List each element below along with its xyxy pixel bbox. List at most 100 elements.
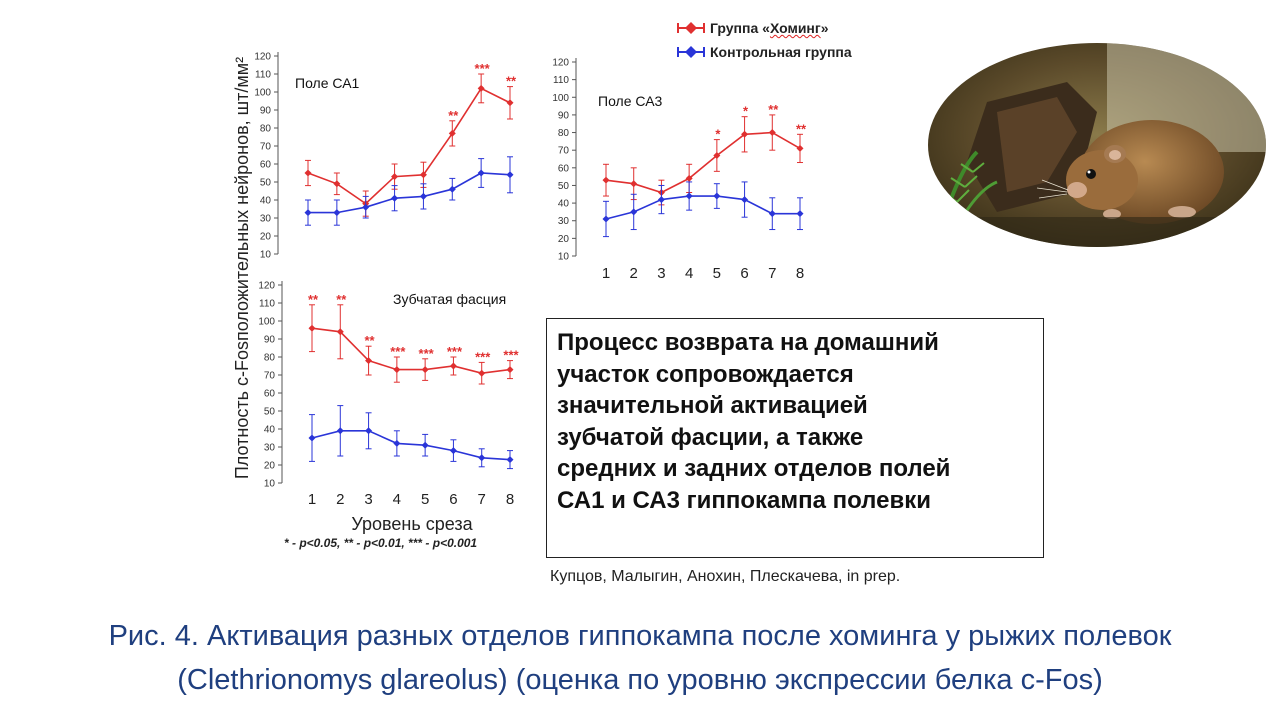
y-tick-label: 120 xyxy=(552,58,569,69)
data-point-control xyxy=(421,441,429,449)
data-point-control xyxy=(304,209,312,217)
y-tick-label: 80 xyxy=(558,128,570,139)
significance-marker: *** xyxy=(475,61,491,76)
y-tick-label: 30 xyxy=(260,214,272,225)
series-line-homing xyxy=(311,327,511,375)
significance-marker: ** xyxy=(796,121,807,136)
y-tick-label: 110 xyxy=(255,70,271,81)
data-point-control xyxy=(308,434,316,442)
significance-marker: ** xyxy=(365,333,376,348)
data-point-homing xyxy=(478,369,486,377)
data-point-homing xyxy=(630,180,638,188)
y-tick-label: 30 xyxy=(558,216,570,227)
significance-marker: ** xyxy=(768,102,779,117)
data-point-control xyxy=(449,447,457,455)
x-tick-label: 6 xyxy=(740,265,748,282)
data-point-control xyxy=(506,171,514,179)
data-point-homing xyxy=(393,366,401,374)
data-point-control xyxy=(685,192,693,200)
y-tick-label: 10 xyxy=(260,250,272,261)
data-point-homing xyxy=(506,366,514,374)
data-point-control xyxy=(333,209,341,217)
data-point-homing xyxy=(419,171,427,179)
x-tick-label: 3 xyxy=(364,491,372,508)
y-tick-label: 30 xyxy=(264,443,276,454)
data-point-homing xyxy=(448,129,456,137)
y-tick-label: 50 xyxy=(558,181,570,192)
series-line-control xyxy=(605,195,800,220)
y-tick-label: 20 xyxy=(558,234,570,245)
data-point-homing xyxy=(477,84,485,92)
x-tick-label: 4 xyxy=(393,491,401,508)
data-point-control xyxy=(477,169,485,177)
legend: Группа «Хоминг» Контрольная группа xyxy=(676,16,852,64)
data-point-control xyxy=(713,192,721,200)
data-point-control xyxy=(336,427,344,435)
x-tick-label: 7 xyxy=(478,491,486,508)
data-point-homing xyxy=(365,357,373,365)
data-point-control xyxy=(362,203,370,211)
y-axis-label: Плотность c-Fosположительных нейронов, ш… xyxy=(232,57,252,479)
data-point-homing xyxy=(336,328,344,336)
data-point-control xyxy=(506,456,514,464)
data-point-control xyxy=(796,210,804,218)
y-tick-label: 90 xyxy=(558,110,570,121)
data-point-control xyxy=(393,439,401,447)
data-point-homing xyxy=(796,144,804,152)
conclusion-box: Процесс возврата на домашний участок соп… xyxy=(546,318,1044,558)
significance-marker: * xyxy=(715,127,721,142)
chart-title-dentate-gyrus: Зубчатая фасция xyxy=(393,291,506,307)
figure-caption: Рис. 4. Активация разных отделов гиппока… xyxy=(108,620,1172,696)
authors-citation: Купцов, Малыгин, Анохин, Плескачева, in … xyxy=(550,568,901,585)
y-tick-label: 110 xyxy=(553,75,569,86)
x-tick-label: 8 xyxy=(506,491,514,508)
data-point-control xyxy=(448,185,456,193)
data-point-control xyxy=(602,215,610,223)
data-point-control xyxy=(365,427,373,435)
data-point-homing xyxy=(602,176,610,184)
significance-marker: ** xyxy=(506,74,517,89)
chart-title-ca3: Поле СА3 xyxy=(598,93,663,109)
y-tick-label: 70 xyxy=(558,146,570,157)
data-point-control xyxy=(741,196,749,204)
significance-footnote: * - p<0.05, ** - p<0.01, *** - p<0.001 xyxy=(284,536,477,550)
legend-marker-control-icon xyxy=(677,46,705,58)
data-point-control xyxy=(630,208,638,216)
significance-marker: ** xyxy=(336,292,347,307)
data-point-homing xyxy=(308,324,316,332)
y-tick-label: 120 xyxy=(258,281,275,292)
data-point-homing xyxy=(741,130,749,138)
data-point-control xyxy=(419,192,427,200)
series-line-homing xyxy=(605,131,801,194)
y-tick-label: 50 xyxy=(264,407,276,418)
chart-panel-ca3: 10 20 30 40 50 60 70 80 90 100 110 120 1 2 3 4 5 6 7 8 Поле … xyxy=(552,58,807,283)
x-tick-label: 3 xyxy=(657,265,665,282)
x-tick-label: 4 xyxy=(685,265,693,282)
significance-marker: *** xyxy=(447,344,463,359)
y-tick-label: 20 xyxy=(264,461,276,472)
data-point-homing xyxy=(421,366,429,374)
y-tick-label: 60 xyxy=(558,163,570,174)
y-tick-label: 120 xyxy=(254,52,271,63)
significance-marker: *** xyxy=(419,346,435,361)
y-tick-label: 10 xyxy=(558,252,570,263)
y-tick-label: 80 xyxy=(260,124,272,135)
significance-marker: *** xyxy=(390,344,406,359)
chart-title-ca1: Поле СА1 xyxy=(295,75,360,91)
significance-marker: ** xyxy=(308,292,319,307)
data-point-homing xyxy=(713,151,721,159)
series-line-homing xyxy=(307,87,511,205)
significance-marker: * xyxy=(743,104,749,119)
x-tick-label: 5 xyxy=(713,265,721,282)
legend-label-homing-word: Хоминг xyxy=(769,20,821,36)
y-tick-label: 100 xyxy=(258,317,275,328)
legend-label-homing-pre: Группа « xyxy=(710,20,770,36)
data-point-homing xyxy=(768,129,776,137)
y-tick-label: 90 xyxy=(260,106,272,117)
x-tick-label: 7 xyxy=(768,265,776,282)
data-point-homing xyxy=(685,174,693,182)
data-point-homing xyxy=(506,99,514,107)
legend-label-control: Контрольная группа xyxy=(710,44,852,60)
